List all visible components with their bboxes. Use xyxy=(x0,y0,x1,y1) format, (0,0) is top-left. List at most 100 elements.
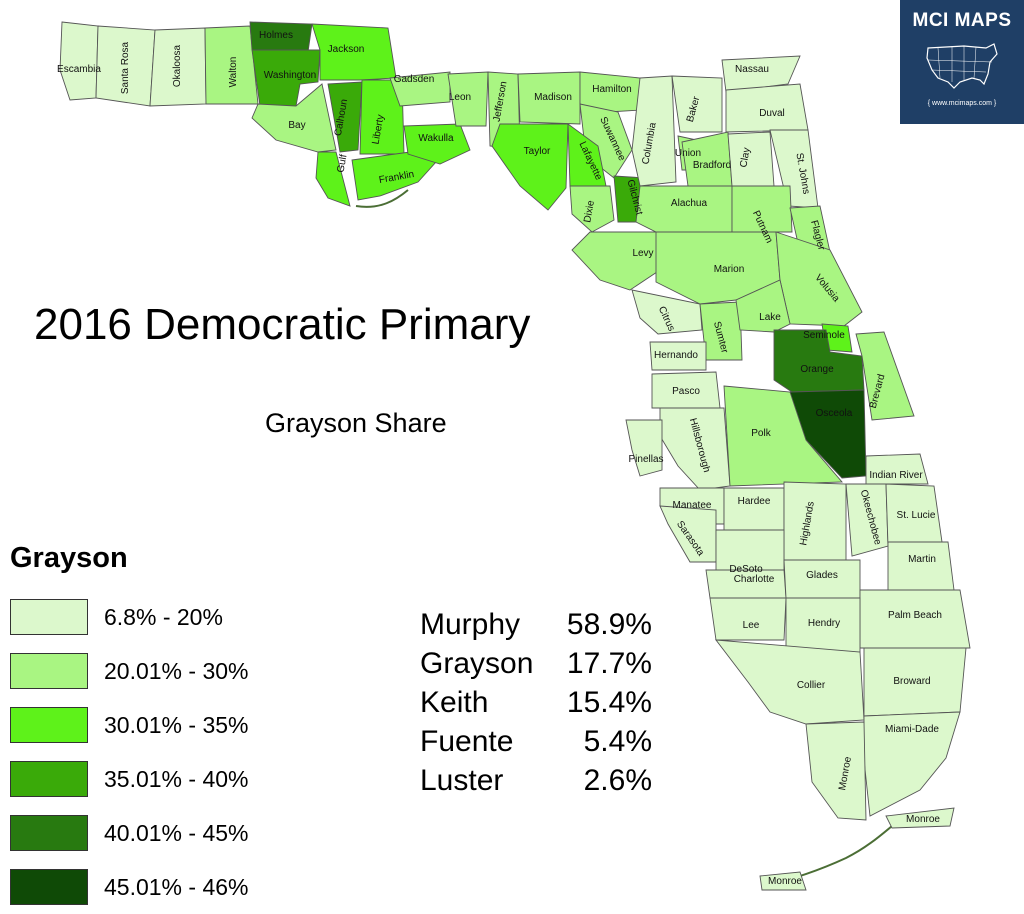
results-table: Murphy 58.9% Grayson 17.7% Keith 15.4% F… xyxy=(420,608,652,803)
county-label: Osceola xyxy=(816,408,853,419)
county-label: Broward xyxy=(893,676,930,687)
legend-label: 45.01% - 46% xyxy=(104,873,249,900)
legend-label: 6.8% - 20% xyxy=(104,603,223,630)
candidate-name: Luster xyxy=(420,764,504,797)
county-sumter xyxy=(699,301,743,361)
county-polk xyxy=(723,385,843,487)
candidate-name: Keith xyxy=(420,686,489,719)
candidate-pct: 17.7% xyxy=(566,647,652,680)
county-label: Gulf xyxy=(336,153,350,173)
candidate-name: Fuente xyxy=(420,725,514,758)
county-collier xyxy=(715,639,865,725)
result-row: Fuente 5.4% xyxy=(420,725,652,764)
county-label: Bay xyxy=(288,120,305,131)
county-bay xyxy=(251,83,337,153)
county-clay xyxy=(727,131,775,187)
county-label: Monroe xyxy=(906,814,940,825)
county-label: Palm Beach xyxy=(888,610,942,621)
mci-maps-logo: MCI MAPS { www.mcimaps.com } xyxy=(900,0,1024,124)
legend-label: 35.01% - 40% xyxy=(104,765,249,792)
county-label: DeSoto xyxy=(729,564,763,575)
county-label: Pinellas xyxy=(628,454,663,465)
county-label: Hernando xyxy=(654,350,698,361)
county-indian-river xyxy=(865,453,929,485)
county-label: Manatee xyxy=(673,500,712,511)
legend-label: 20.01% - 30% xyxy=(104,657,249,684)
county-label: Orange xyxy=(800,364,834,375)
legend-swatch xyxy=(10,707,88,743)
county-label: Hamilton xyxy=(592,84,631,95)
county-label: Wakulla xyxy=(418,133,454,144)
county-label: Collier xyxy=(797,680,826,691)
county-lee xyxy=(709,597,787,641)
legend-swatch xyxy=(10,653,88,689)
county-label: Leon xyxy=(449,92,471,103)
county-columbia xyxy=(631,75,677,187)
county-citrus xyxy=(631,289,703,335)
county-label: Polk xyxy=(751,428,771,439)
legend-swatch xyxy=(10,599,88,635)
county-label: Union xyxy=(675,148,701,159)
county-leon xyxy=(447,71,489,127)
county-monroe xyxy=(805,721,867,821)
logo-url: { www.mcimaps.com } xyxy=(927,100,997,107)
legend-item: 35.01% - 40% xyxy=(10,752,248,806)
county-sarasota xyxy=(659,505,717,563)
county-label: Jackson xyxy=(328,44,365,55)
candidate-pct: 15.4% xyxy=(566,686,652,719)
county-label: Washington xyxy=(264,70,316,81)
county-label: Duval xyxy=(759,108,785,119)
candidate-pct: 58.9% xyxy=(566,608,652,641)
county-alachua xyxy=(635,185,733,233)
county-madison xyxy=(517,71,581,125)
county-levy xyxy=(571,231,661,291)
county-monroe xyxy=(885,807,955,829)
county-nassau xyxy=(721,55,801,93)
county-label: Clay xyxy=(738,147,752,169)
legend-item: 45.01% - 46% xyxy=(10,860,248,914)
candidate-name: Murphy xyxy=(420,608,521,641)
county-martin xyxy=(887,541,955,591)
county-label: Pasco xyxy=(672,386,700,397)
county-escambia xyxy=(59,21,99,101)
logo-title: MCI MAPS xyxy=(912,10,1012,31)
county-brevard xyxy=(855,331,915,421)
county-label: Nassau xyxy=(735,64,769,75)
county-taylor xyxy=(491,123,569,211)
county-label: Dixie xyxy=(582,199,597,223)
map-subtitle: Grayson Share xyxy=(265,408,447,438)
result-row: Keith 15.4% xyxy=(420,686,652,725)
county-label: St. Lucie xyxy=(897,510,936,521)
county-pinellas xyxy=(625,419,663,477)
result-row: Grayson 17.7% xyxy=(420,647,652,686)
county-hamilton xyxy=(579,71,643,113)
county-label: Seminole xyxy=(803,330,845,341)
county-label: Escambia xyxy=(57,64,101,75)
county-label: Madison xyxy=(534,92,572,103)
county-gulf xyxy=(315,151,351,207)
legend-swatch xyxy=(10,869,88,905)
county-label: Liberty xyxy=(371,114,387,145)
county-lake xyxy=(735,279,791,333)
county-bradford xyxy=(681,131,733,187)
county-label: Lake xyxy=(759,312,781,323)
result-row: Luster 2.6% xyxy=(420,764,652,803)
candidate-pct: 2.6% xyxy=(583,764,652,797)
county-label: Charlotte xyxy=(734,574,775,585)
legend-item: 6.8% - 20% xyxy=(10,590,248,644)
county-label: Martin xyxy=(908,554,936,565)
legend-swatch xyxy=(10,815,88,851)
candidate-pct: 5.4% xyxy=(583,725,652,758)
county-label: Walton xyxy=(228,57,239,88)
county-calhoun xyxy=(327,81,363,153)
legend-label: 30.01% - 35% xyxy=(104,711,249,738)
county-jackson xyxy=(311,23,397,81)
county-dixie xyxy=(569,185,615,233)
usa-map-icon xyxy=(926,43,998,89)
county-highlands xyxy=(783,481,847,561)
result-row: Murphy 58.9% xyxy=(420,608,652,647)
county-monroe xyxy=(759,871,807,891)
county-label: Santa Rosa xyxy=(120,41,131,94)
legend-title: Grayson xyxy=(10,542,128,574)
